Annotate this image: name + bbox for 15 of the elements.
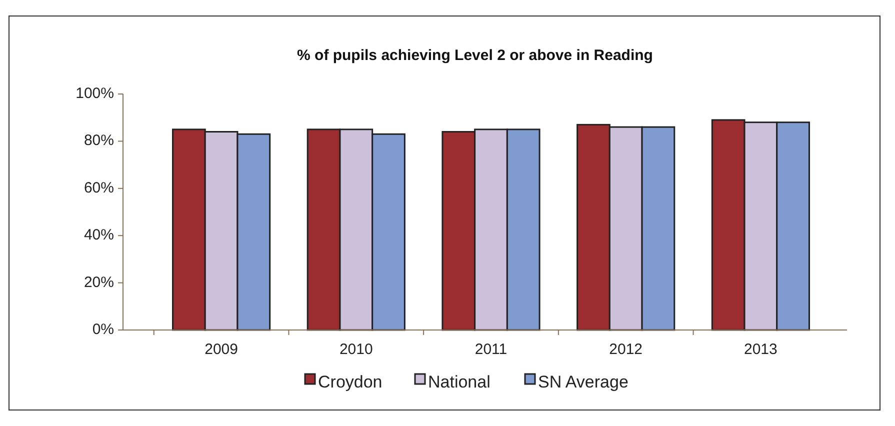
y-tick-label: 100% xyxy=(76,84,114,102)
x-tick-label: 2013 xyxy=(744,341,778,358)
y-tick-label: 0% xyxy=(92,320,114,338)
x-tick-label: 2011 xyxy=(474,341,508,358)
legend-label: SN Average xyxy=(538,372,628,392)
legend-label: Croydon xyxy=(318,372,382,392)
legend-label: National xyxy=(428,372,490,392)
y-tick-label: 80% xyxy=(84,132,114,150)
x-tick-label: 2010 xyxy=(339,341,373,358)
y-tick-label: 60% xyxy=(84,179,114,196)
x-tick-label: 2012 xyxy=(609,341,643,358)
y-tick-label: 40% xyxy=(84,226,114,244)
chart-title: % of pupils achieving Level 2 or above in Reading xyxy=(297,47,653,64)
y-tick-label: 20% xyxy=(84,274,114,291)
x-tick-label: 2009 xyxy=(204,341,238,358)
